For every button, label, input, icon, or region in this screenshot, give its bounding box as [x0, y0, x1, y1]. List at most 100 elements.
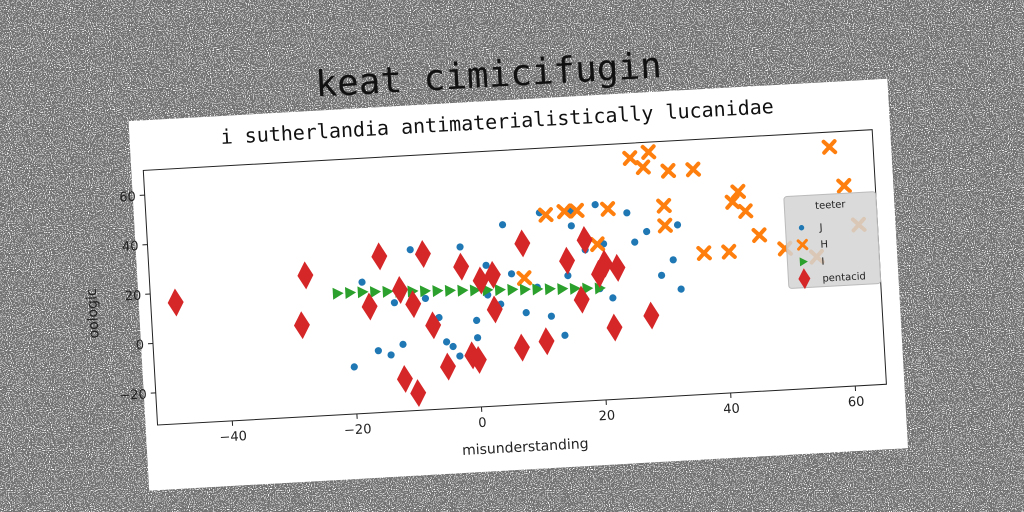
data-point	[556, 203, 573, 220]
data-point	[606, 313, 623, 342]
data-point	[569, 282, 581, 295]
data-point	[538, 327, 555, 356]
data-point	[419, 285, 432, 298]
data-point	[594, 282, 606, 295]
data-point	[369, 286, 382, 299]
data-point	[406, 246, 414, 254]
data-point	[482, 261, 490, 269]
data-point	[498, 221, 507, 229]
x-axis-label: misunderstanding	[462, 436, 589, 459]
data-point	[444, 284, 456, 297]
data-point	[293, 311, 310, 340]
series-pentacid	[167, 225, 660, 408]
data-point	[557, 283, 569, 296]
data-point	[514, 229, 531, 258]
legend-box	[783, 191, 882, 289]
data-point	[567, 222, 575, 230]
data-point	[643, 227, 651, 236]
y-tick-label: 0	[135, 338, 144, 353]
data-point	[573, 285, 590, 314]
data-point	[660, 163, 677, 179]
data-point	[432, 285, 444, 298]
data-point	[622, 150, 638, 166]
y-tick-label: 60	[119, 190, 136, 206]
data-point	[473, 316, 481, 324]
data-point	[482, 284, 494, 297]
data-point	[730, 183, 746, 200]
data-point	[425, 311, 442, 340]
data-point	[519, 283, 531, 296]
data-point	[547, 312, 555, 320]
data-point	[821, 139, 838, 155]
data-point	[537, 207, 554, 223]
data-point	[371, 242, 388, 271]
data-point	[457, 284, 469, 297]
data-point	[486, 295, 503, 324]
data-point	[836, 177, 852, 194]
data-point	[513, 333, 530, 362]
data-point	[544, 283, 556, 296]
data-point	[591, 201, 599, 209]
legend-entry-label: J	[818, 223, 823, 234]
data-point	[596, 249, 613, 278]
data-point	[410, 379, 427, 408]
data-point	[421, 294, 430, 303]
data-point	[751, 227, 768, 243]
data-point	[582, 282, 594, 295]
data-point	[696, 245, 712, 261]
data-point	[374, 347, 382, 355]
x-tick-label: 40	[723, 401, 740, 417]
data-point	[443, 338, 451, 346]
data-point	[635, 159, 651, 176]
data-point	[685, 161, 701, 178]
legend-title: teeter	[815, 199, 847, 212]
data-point	[737, 203, 754, 219]
x-tick-label: 60	[847, 395, 864, 411]
data-point	[405, 290, 422, 319]
data-point	[387, 351, 395, 359]
data-point	[453, 252, 470, 281]
data-point	[350, 363, 358, 371]
data-point	[609, 253, 626, 282]
x-tick-label: −40	[219, 429, 247, 446]
data-point	[677, 285, 685, 293]
data-point	[656, 197, 672, 214]
data-point	[439, 352, 456, 381]
data-point	[724, 194, 741, 210]
data-point	[474, 334, 482, 342]
data-point	[657, 271, 666, 279]
data-point	[568, 202, 585, 219]
data-point	[361, 292, 378, 321]
data-point	[494, 284, 506, 297]
data-point	[657, 217, 673, 234]
data-point	[591, 259, 608, 288]
data-point	[532, 283, 544, 296]
data-point	[358, 278, 366, 286]
data-point	[390, 299, 399, 307]
data-point	[456, 352, 464, 360]
legend-entry-label: pentacid	[822, 271, 866, 284]
data-point	[399, 340, 407, 348]
y-tick-label: −20	[119, 387, 147, 404]
data-point	[357, 286, 369, 299]
y-tick-label: 20	[124, 289, 141, 305]
data-point	[396, 364, 413, 393]
legend-entry-label: I	[821, 257, 825, 268]
data-point	[472, 266, 489, 295]
y-tick-label: 40	[122, 239, 139, 255]
data-point	[344, 287, 357, 300]
legend-marker	[796, 238, 809, 251]
data-point	[559, 246, 576, 275]
y-axis-label: oologic	[84, 288, 103, 339]
data-point	[609, 294, 617, 302]
data-point	[382, 285, 394, 298]
legend-entry-label: H	[820, 239, 828, 250]
data-point	[623, 209, 631, 217]
data-point	[600, 201, 616, 217]
data-point	[470, 345, 487, 374]
data-point	[297, 261, 314, 290]
data-point	[456, 243, 464, 251]
